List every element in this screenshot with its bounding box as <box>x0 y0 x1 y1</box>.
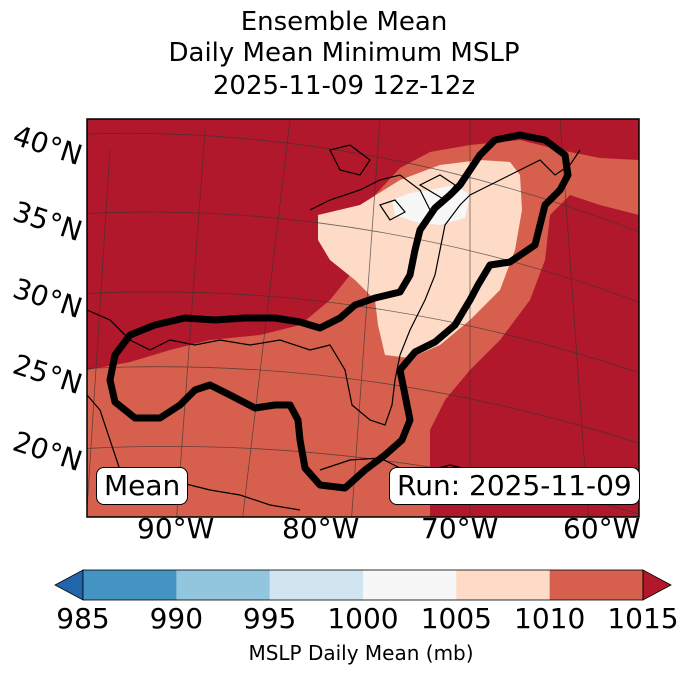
colorbar-label: MSLP Daily Mean (mb) <box>248 641 474 665</box>
colorbar-cell <box>176 570 271 600</box>
lon-label-70: 70°W <box>421 512 499 545</box>
run-date-badge: Run: 2025-11-09 <box>389 467 640 505</box>
colorbar-tick-label: 1000 <box>327 602 399 635</box>
mean-badge: Mean <box>96 467 189 505</box>
colorbar-tick-label: 1005 <box>420 602 492 635</box>
title-line-3: 2025-11-09 12z-12z <box>212 71 476 101</box>
colorbar-cell <box>363 570 457 600</box>
colorbar-tick-label: 995 <box>242 602 297 635</box>
colorbar-tick-label: 985 <box>56 602 110 635</box>
lon-label-80: 80°W <box>282 512 360 545</box>
pressure-field-1000-1005 <box>318 160 522 358</box>
ensemble-outline <box>106 131 572 492</box>
map-panel <box>86 118 640 518</box>
colorbar-cell <box>83 570 177 600</box>
colorbar-extend-low <box>54 569 84 601</box>
colorbar-tick-label: 1015 <box>607 602 679 635</box>
colorbar-cell <box>456 570 551 600</box>
lon-label-90: 90°W <box>137 512 215 545</box>
title-line-1: Ensemble Mean <box>240 7 448 37</box>
colorbar-cell <box>549 570 644 600</box>
colorbar-tick-label: 1010 <box>514 602 586 635</box>
coastlines <box>87 144 581 511</box>
title-line-2: Daily Mean Minimum MSLP <box>168 38 520 68</box>
pressure-field-top <box>87 119 400 260</box>
colorbar-extend-high <box>642 569 672 601</box>
lon-label-60: 60°W <box>563 512 641 545</box>
gridlines <box>87 119 639 517</box>
colorbar-cell <box>269 570 364 600</box>
colorbar-tick-label: 990 <box>149 602 204 635</box>
